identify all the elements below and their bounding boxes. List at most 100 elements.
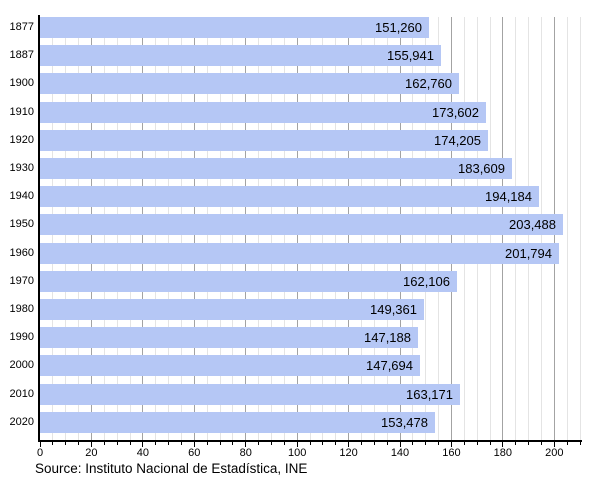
major-tick: [193, 442, 195, 447]
minor-tick: [386, 442, 388, 445]
minor-tick: [283, 442, 285, 445]
bar: 183,609: [40, 158, 512, 179]
bar-row: 173,602: [40, 101, 580, 123]
minor-tick: [579, 442, 581, 445]
y-axis-label: 1900: [9, 77, 34, 90]
bar-value-label: 201,794: [505, 245, 552, 261]
bar-value-label: 173,602: [432, 104, 479, 120]
y-axis-label: 1980: [9, 303, 34, 315]
major-tick: [245, 442, 247, 447]
x-tick-label: 100: [287, 447, 307, 459]
bar-value-label: 147,694: [366, 358, 413, 374]
minor-tick: [425, 442, 427, 445]
bar: 147,188: [40, 327, 418, 349]
x-tick-label: 0: [36, 447, 44, 459]
minor-tick: [515, 442, 517, 445]
minor-tick: [258, 442, 260, 445]
x-tick-label: 80: [239, 447, 252, 459]
y-axis-label: 1960: [9, 246, 34, 259]
minor-tick: [528, 442, 530, 445]
bar-row: 155,941: [40, 45, 580, 67]
bar: 173,602: [40, 101, 486, 123]
bar: 155,941: [40, 45, 441, 67]
bar-value-label: 149,361: [370, 302, 417, 317]
minor-tick: [373, 442, 375, 445]
bar-row: 147,694: [40, 355, 580, 377]
bar-value-label: 151,260: [375, 20, 422, 35]
x-tick-label: 20: [85, 447, 98, 459]
bars-layer: 151,260 155,941 162,760 173,602 174,205 183,6…: [40, 17, 580, 440]
x-tick-label: 180: [493, 447, 513, 459]
bar: 163,171: [40, 383, 460, 405]
x-tick-label: 200: [545, 447, 564, 459]
major-tick: [39, 442, 41, 447]
minor-tick: [116, 442, 118, 445]
minor-tick: [438, 442, 440, 445]
major-tick: [502, 442, 504, 447]
major-tick: [142, 442, 144, 447]
plot-area: 151,260 155,941 162,760 173,602 174,205 183,6…: [40, 17, 581, 440]
x-tick-label: 140: [390, 447, 410, 459]
bar-row: 163,171: [40, 383, 580, 405]
bar-row: 194,184: [40, 186, 580, 208]
bar-value-label: 163,171: [406, 386, 453, 402]
bar-value-label: 162,106: [403, 273, 450, 289]
minor-tick: [335, 442, 337, 445]
bar-row: 174,205: [40, 129, 580, 151]
bar-value-label: 153,478: [381, 414, 428, 430]
bar-value-label: 203,488: [509, 217, 556, 233]
minor-tick: [103, 442, 105, 445]
bar-row: 203,488: [40, 214, 580, 236]
x-tick-label: 160: [442, 447, 461, 459]
bar: 147,694: [40, 355, 420, 377]
minor-tick: [412, 442, 414, 445]
x-tick-label: 40: [136, 447, 149, 459]
minor-tick: [65, 442, 67, 445]
bar: 151,260: [40, 17, 429, 38]
minor-tick: [463, 442, 465, 445]
bar-row: 151,260: [40, 17, 580, 38]
minor-tick: [322, 442, 324, 445]
major-tick: [450, 442, 452, 447]
bar: 149,361: [40, 299, 424, 320]
bar-row: 162,760: [40, 73, 580, 95]
bar: 174,205: [40, 129, 488, 151]
minor-tick: [540, 442, 542, 445]
major-tick: [553, 442, 555, 447]
y-axis-label: 1930: [9, 162, 34, 174]
minor-tick: [129, 442, 131, 445]
y-axis-label: 2020: [9, 415, 34, 428]
minor-tick: [52, 442, 54, 445]
bar-row: 162,106: [40, 270, 580, 292]
major-tick: [399, 442, 401, 447]
major-tick: [348, 442, 350, 447]
bar-row: 149,361: [40, 299, 580, 320]
y-axis-label: 1877: [9, 21, 34, 33]
x-tick-label: 60: [188, 447, 201, 459]
bar: 162,106: [40, 270, 457, 292]
y-axis-label: 1940: [9, 190, 34, 203]
bar-value-label: 155,941: [387, 48, 434, 64]
bar-value-label: 162,760: [405, 76, 452, 92]
y-axis-label: 1910: [9, 105, 34, 118]
source-note: Source: Instituto Nacional de Estadístic…: [35, 461, 308, 476]
minor-tick: [78, 442, 80, 445]
minor-tick: [360, 442, 362, 445]
bar-value-label: 194,184: [485, 189, 532, 205]
minor-tick: [232, 442, 234, 445]
minor-tick: [168, 442, 170, 445]
x-axis-line: [38, 440, 582, 442]
y-axis-label: 2000: [9, 359, 34, 372]
y-axis-label: 1970: [9, 274, 34, 287]
bar-value-label: 147,188: [364, 330, 411, 346]
bar: 162,760: [40, 73, 459, 95]
y-axis-label: 2010: [9, 387, 34, 400]
minor-tick: [270, 442, 272, 445]
minor-tick: [219, 442, 221, 445]
x-tick-label: 120: [339, 447, 358, 459]
bar: 194,184: [40, 186, 539, 208]
y-axis-label: 1887: [9, 49, 34, 62]
minor-tick: [180, 442, 182, 445]
minor-tick: [155, 442, 157, 445]
